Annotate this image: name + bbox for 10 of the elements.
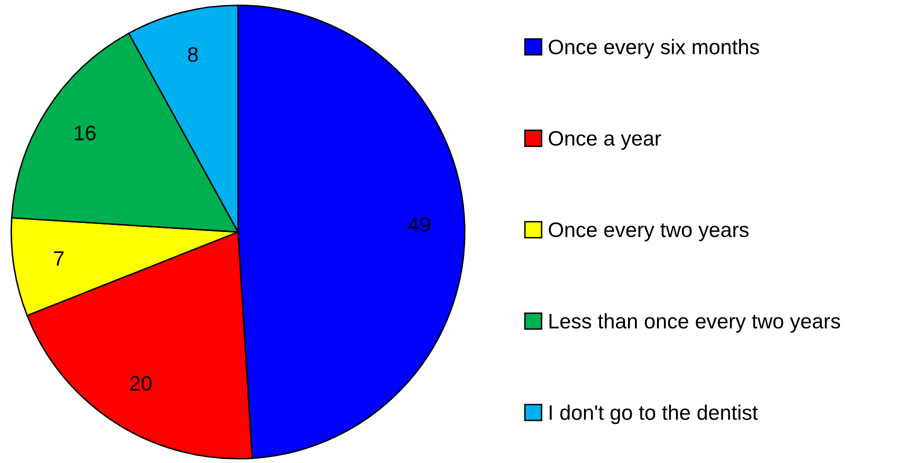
data-label: 8 (188, 47, 198, 62)
data-label: 20 (130, 376, 152, 391)
data-label: 16 (74, 126, 96, 140)
legend-label: Once every six months (548, 39, 759, 58)
legend-label: I don't go to the dentist (550, 404, 758, 424)
data-label: 7 (54, 251, 64, 266)
data-label: 49 (408, 217, 430, 232)
legend-label: Once every two years (548, 222, 749, 242)
legend-label: Once a year (548, 130, 661, 150)
legend-label: Less than once every two years (550, 313, 840, 333)
